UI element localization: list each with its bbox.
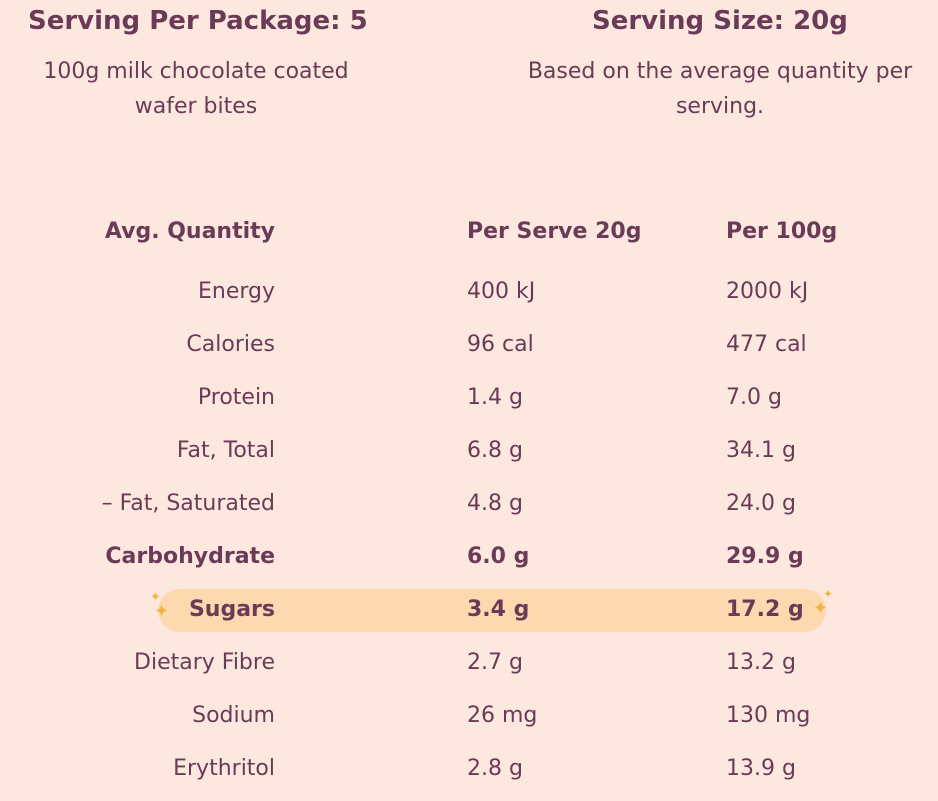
table-row-erythritol: Erythritol 2.8 g 13.9 g (0, 742, 938, 795)
row-per-100g: 34.1 g (726, 438, 796, 463)
row-per-100g: 477 cal (726, 332, 807, 357)
column-header-per-100g: Per 100g (726, 219, 838, 244)
row-per-100g: 17.2 g (726, 597, 804, 622)
row-label: Carbohydrate (105, 544, 275, 569)
column-header-per-serve: Per Serve 20g (467, 219, 642, 244)
table-header-row: Avg. Quantity Per Serve 20g Per 100g (0, 205, 938, 258)
row-label: Sugars (188, 597, 275, 622)
row-per-100g: 130 mg (726, 703, 811, 728)
row-label: Sodium (192, 703, 275, 728)
row-label: Calories (186, 332, 275, 357)
row-label: – Fat, Saturated (101, 491, 275, 516)
row-per-serve: 3.4 g (467, 597, 530, 622)
row-per-100g: 2000 kJ (726, 279, 809, 304)
row-per-serve: 1.4 g (467, 385, 523, 410)
table-row-energy: Energy 400 kJ 2000 kJ (0, 265, 938, 318)
row-label: Energy (197, 279, 275, 304)
sugars-highlight-pill (158, 589, 826, 632)
row-per-serve: 96 cal (467, 332, 534, 357)
sparkle-icon: ✦ (150, 590, 161, 605)
table-row-fat-saturated: – Fat, Saturated 4.8 g 24.0 g (0, 477, 938, 530)
table-row-sodium: Sodium 26 mg 130 mg (0, 689, 938, 742)
sparkle-icon: ✦ (154, 601, 170, 622)
serving-per-package: Serving Per Package: 5 (28, 6, 368, 36)
row-label: Fat, Total (176, 438, 275, 463)
row-per-serve: 26 mg (467, 703, 538, 728)
row-per-serve: 6.0 g (467, 544, 530, 569)
row-per-100g: 29.9 g (726, 544, 804, 569)
sparkle-icon: ✦ (823, 587, 834, 601)
product-description: 100g milk chocolate coated wafer bites (43, 59, 349, 119)
row-per-serve: 2.8 g (467, 756, 523, 781)
table-row-calories: Calories 96 cal 477 cal (0, 318, 938, 371)
table-row-sugars: Sugars 3.4 g 17.2 g (0, 583, 938, 636)
table-row-protein: Protein 1.4 g 7.0 g (0, 371, 938, 424)
row-per-serve: 400 kJ (467, 279, 536, 304)
row-per-100g: 13.2 g (726, 650, 796, 675)
column-header-avg-quantity: Avg. Quantity (104, 219, 275, 244)
serving-size: Serving Size: 20g (592, 6, 848, 36)
row-per-serve: 4.8 g (467, 491, 523, 516)
table-row-dietary-fibre: Dietary Fibre 2.7 g 13.2 g (0, 636, 938, 689)
row-per-100g: 24.0 g (726, 491, 796, 516)
row-per-100g: 13.9 g (726, 756, 796, 781)
sparkle-icon: ✦ (813, 598, 829, 619)
row-label: Erythritol (173, 756, 275, 781)
row-label: Dietary Fibre (134, 650, 275, 675)
row-label: Protein (197, 385, 275, 410)
table-row-fat-total: Fat, Total 6.8 g 34.1 g (0, 424, 938, 477)
row-per-serve: 2.7 g (467, 650, 523, 675)
row-per-serve: 6.8 g (467, 438, 523, 463)
serving-note: Based on the average quantity per servin… (527, 59, 913, 119)
row-per-100g: 7.0 g (726, 385, 782, 410)
table-row-carbohydrate: Carbohydrate 6.0 g 29.9 g (0, 530, 938, 583)
